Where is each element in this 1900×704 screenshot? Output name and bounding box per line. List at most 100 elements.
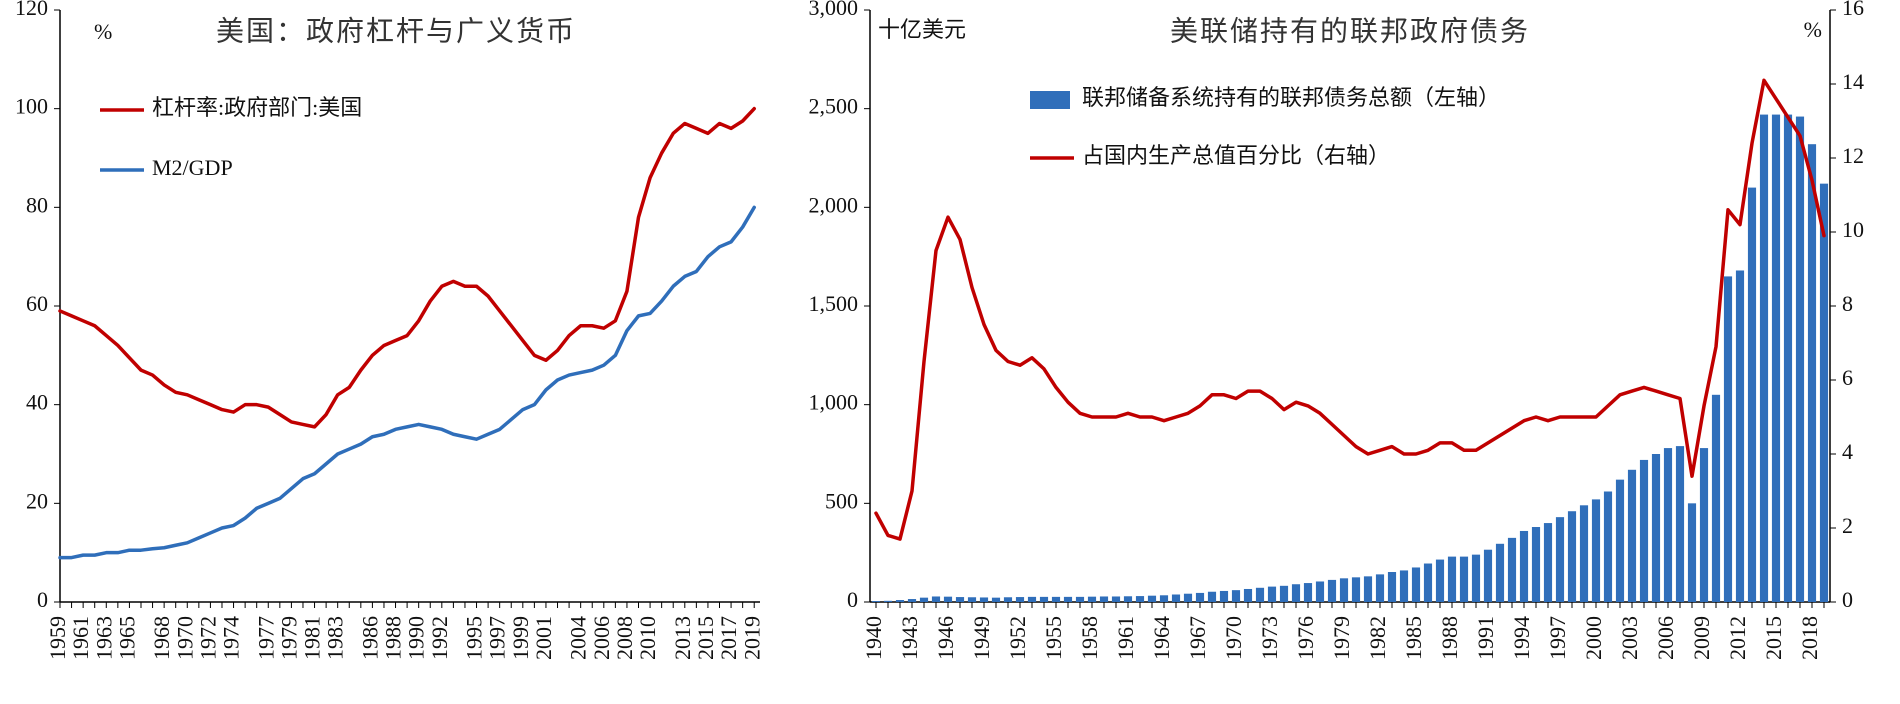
left-y-unit-label: % (94, 19, 112, 44)
bar (1388, 572, 1396, 602)
svg-text:1,500: 1,500 (809, 291, 859, 316)
x-tick-label: 1940 (861, 616, 886, 660)
bar (1352, 577, 1360, 602)
x-tick-label: 1981 (300, 616, 325, 660)
x-tick-label: 1986 (357, 616, 382, 660)
x-tick-label: 2006 (589, 616, 614, 660)
x-tick-label: 1991 (1473, 616, 1498, 660)
svg-text:60: 60 (26, 291, 48, 316)
svg-text:8: 8 (1842, 291, 1853, 316)
x-tick-label: 2004 (566, 616, 591, 660)
bar (1484, 550, 1492, 602)
svg-text:3,000: 3,000 (809, 0, 859, 20)
bar (908, 599, 916, 602)
bar (1760, 115, 1768, 602)
bar (1400, 570, 1408, 602)
bar (920, 598, 928, 602)
bar (1688, 503, 1696, 602)
series-m2-gdp (60, 207, 754, 557)
right-chart-panel: 05001,0001,5002,0002,5003,00002468101214… (780, 0, 1900, 704)
bar (1028, 597, 1036, 602)
bar (1184, 594, 1192, 602)
bar (1424, 564, 1432, 602)
legend-label: 杠杆率:政府部门:美国 (152, 95, 362, 120)
bar (1676, 446, 1684, 602)
bar (1076, 597, 1084, 602)
right-chart-svg: 05001,0001,5002,0002,5003,00002468101214… (780, 0, 1900, 704)
x-tick-label: 1982 (1365, 616, 1390, 660)
bar (1448, 557, 1456, 602)
x-tick-label: 1967 (1185, 616, 1210, 660)
bar (1592, 499, 1600, 602)
x-tick-label: 1985 (1401, 616, 1426, 660)
legend-label: 联邦储备系统持有的联邦债务总额（左轴） (1082, 85, 1500, 110)
x-tick-label: 1974 (219, 616, 244, 660)
bar (1124, 596, 1132, 602)
bar (1724, 276, 1732, 602)
bar (1712, 395, 1720, 602)
bar (1172, 595, 1180, 602)
bar (1196, 593, 1204, 602)
x-tick-label: 1943 (897, 616, 922, 660)
x-tick-label: 2009 (1689, 616, 1714, 660)
x-tick-label: 1979 (276, 616, 301, 660)
bar (1640, 460, 1648, 602)
x-tick-label: 1949 (969, 616, 994, 660)
bar (1820, 184, 1828, 602)
bar (1208, 592, 1216, 602)
bar (1052, 597, 1060, 602)
bar (1100, 596, 1108, 602)
bar (1748, 188, 1756, 602)
right-y-right-unit-label: % (1804, 17, 1822, 42)
x-tick-label: 2019 (739, 616, 764, 660)
bar (1544, 523, 1552, 602)
right-y-left-unit-label: 十亿美元 (878, 17, 966, 42)
bar (1244, 589, 1252, 602)
left-chart-title: 美国：政府杠杆与广义货币 (216, 15, 576, 47)
svg-text:6: 6 (1842, 365, 1853, 390)
bar (1796, 117, 1804, 602)
x-tick-label: 2012 (1725, 616, 1750, 660)
x-tick-label: 1946 (933, 616, 958, 660)
bar (872, 601, 880, 602)
x-tick-label: 1968 (149, 616, 174, 660)
svg-text:120: 120 (15, 0, 48, 20)
svg-text:0: 0 (847, 587, 858, 612)
svg-text:80: 80 (26, 192, 48, 217)
bar (1580, 505, 1588, 602)
bar (1280, 586, 1288, 602)
x-tick-label: 1959 (45, 616, 70, 660)
x-tick-label: 1963 (91, 616, 116, 660)
x-tick-label: 1979 (1329, 616, 1354, 660)
bar (1220, 591, 1228, 602)
bar (932, 596, 940, 602)
svg-text:14: 14 (1842, 69, 1864, 94)
bar (1652, 454, 1660, 602)
bar (1016, 597, 1024, 602)
bar (1568, 511, 1576, 602)
svg-text:40: 40 (26, 390, 48, 415)
x-tick-label: 1961 (68, 616, 93, 660)
bar (884, 601, 892, 602)
bar (980, 597, 988, 602)
bar (1088, 597, 1096, 602)
bar (1256, 588, 1264, 602)
bar (896, 600, 904, 602)
bar (1472, 555, 1480, 602)
bar (1436, 560, 1444, 602)
svg-text:16: 16 (1842, 0, 1864, 20)
x-tick-label: 1952 (1005, 616, 1030, 660)
svg-text:0: 0 (37, 587, 48, 612)
bar (1784, 115, 1792, 602)
bar (1064, 597, 1072, 602)
x-tick-label: 1995 (462, 616, 487, 660)
x-tick-label: 1983 (323, 616, 348, 660)
x-tick-label: 1990 (404, 616, 429, 660)
bar (1136, 596, 1144, 602)
x-tick-label: 2006 (1653, 616, 1678, 660)
x-tick-label: 1970 (1221, 616, 1246, 660)
x-tick-label: 1997 (1545, 616, 1570, 660)
x-tick-label: 1977 (253, 616, 278, 660)
bar (1004, 597, 1012, 602)
x-tick-label: 1964 (1149, 616, 1174, 660)
